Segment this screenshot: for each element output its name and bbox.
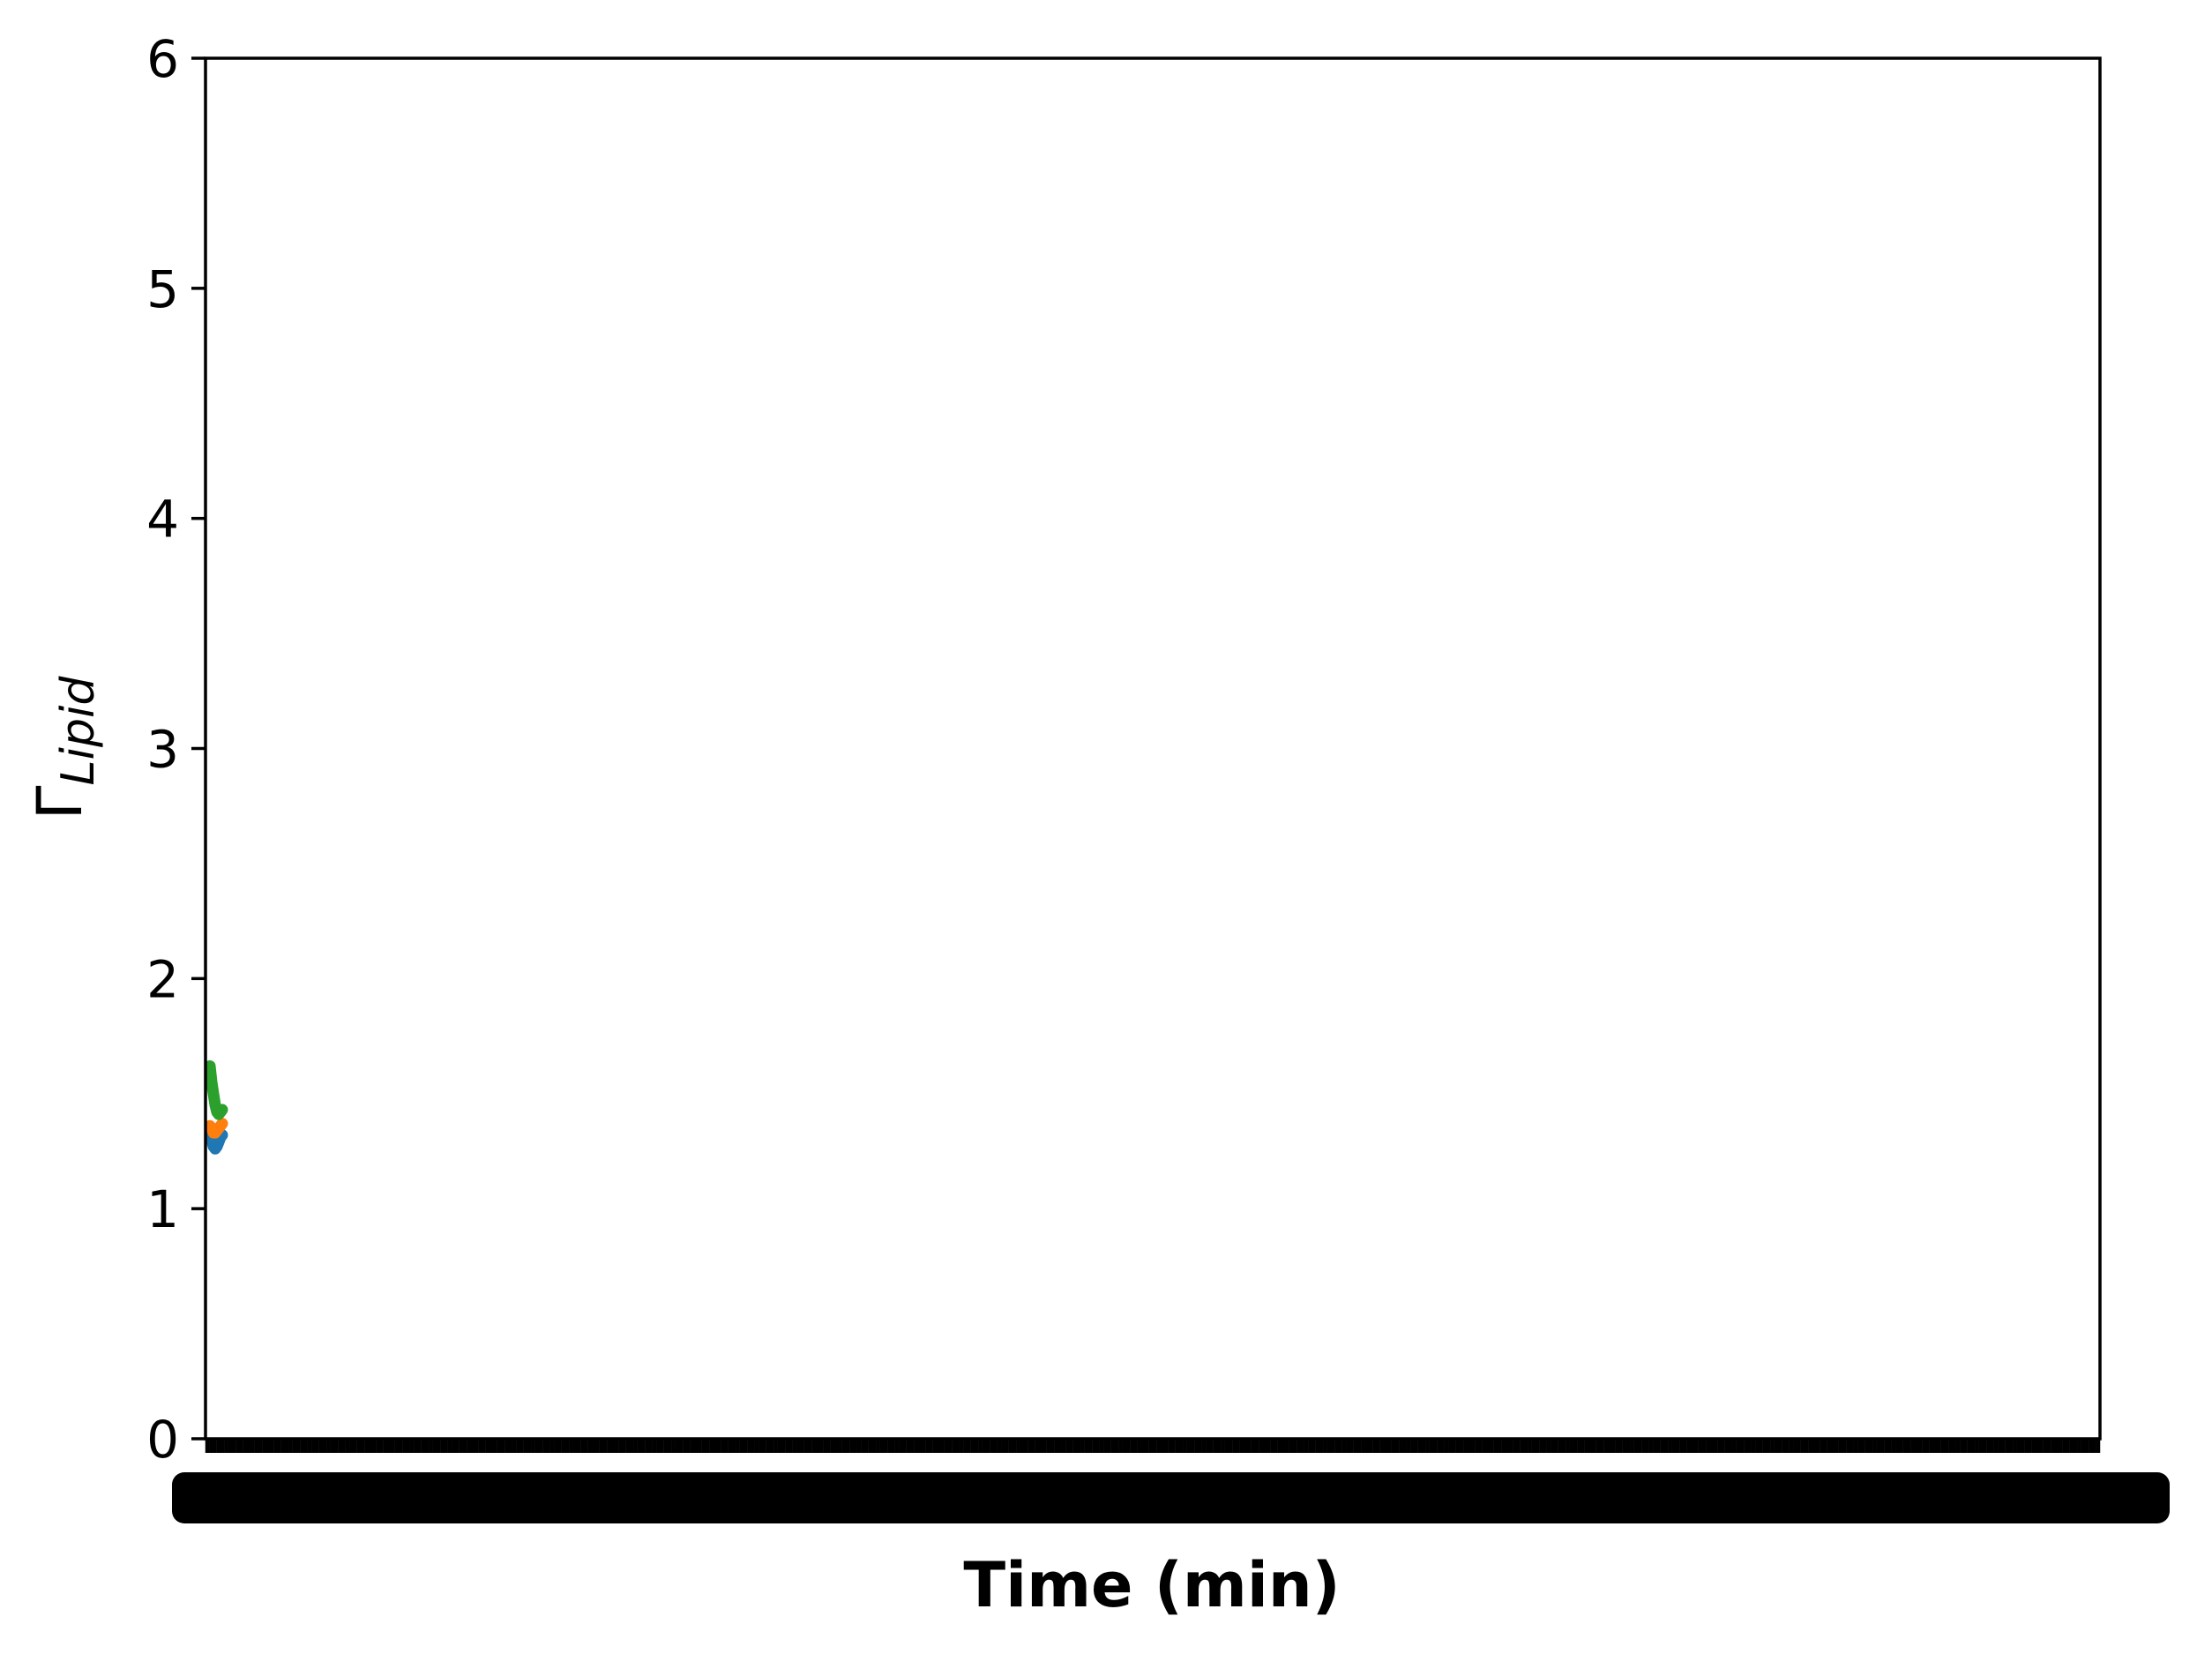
x-tick-labels-overlap [172, 1472, 2170, 1523]
y-tick-label-6: 6 [146, 29, 179, 89]
axes: 0 1 2 3 4 5 6 [146, 29, 2102, 1470]
plot-area [204, 1060, 228, 1155]
y-axis-label-subscript: Lipid [52, 676, 105, 786]
y-tick-label-0: 0 [146, 1410, 179, 1470]
y-tick-label-2: 2 [146, 949, 179, 1009]
y-tick-label-1: 1 [146, 1179, 179, 1239]
y-tick-label-5: 5 [146, 259, 179, 319]
y-axis-label: ΓLipid [24, 676, 105, 820]
x-tick-labels [172, 1472, 2170, 1523]
series-line-1 [204, 1118, 228, 1139]
y-tick-label-3: 3 [146, 720, 179, 780]
y-tick-label-4: 4 [146, 490, 179, 550]
y-axis-label-symbol: Γ [24, 785, 96, 820]
series-line-0 [204, 1129, 228, 1155]
x-axis-label: Time (min) [963, 1549, 1340, 1621]
series-line-2 [204, 1060, 228, 1120]
